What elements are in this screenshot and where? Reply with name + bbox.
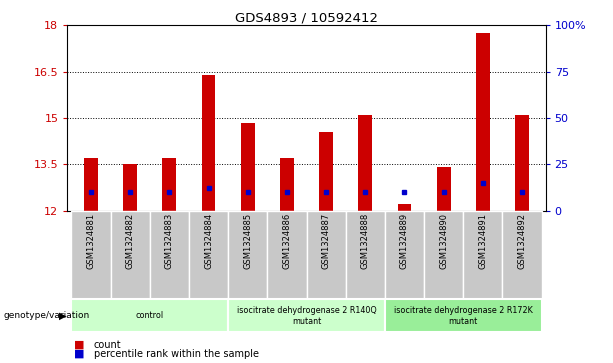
Text: ▶: ▶ [59, 311, 67, 321]
Text: GSM1324889: GSM1324889 [400, 213, 409, 269]
Bar [228, 299, 385, 332]
Bar [306, 211, 346, 299]
Text: GSM1324886: GSM1324886 [283, 213, 291, 269]
Text: control: control [135, 311, 164, 320]
Bar [359, 115, 372, 211]
Bar [189, 211, 228, 299]
Bar [398, 204, 411, 211]
Bar [71, 299, 228, 332]
Text: GSM1324891: GSM1324891 [478, 213, 487, 269]
Text: GSM1324892: GSM1324892 [517, 213, 527, 269]
Bar [437, 167, 451, 211]
Bar [476, 33, 490, 211]
Text: GSM1324882: GSM1324882 [126, 213, 135, 269]
Text: GSM1324881: GSM1324881 [86, 213, 96, 269]
Title: GDS4893 / 10592412: GDS4893 / 10592412 [235, 11, 378, 24]
Text: isocitrate dehydrogenase 2 R140Q
mutant: isocitrate dehydrogenase 2 R140Q mutant [237, 306, 376, 326]
Text: count: count [94, 340, 121, 350]
Text: GSM1324888: GSM1324888 [361, 213, 370, 269]
Text: GSM1324887: GSM1324887 [322, 213, 330, 269]
Bar [202, 75, 215, 211]
Bar [71, 211, 110, 299]
Bar [84, 158, 98, 211]
Text: isocitrate dehydrogenase 2 R172K
mutant: isocitrate dehydrogenase 2 R172K mutant [394, 306, 533, 326]
Text: genotype/variation: genotype/variation [3, 311, 89, 320]
Text: GSM1324890: GSM1324890 [439, 213, 448, 269]
Bar [241, 123, 254, 211]
Bar [267, 211, 306, 299]
Bar [110, 211, 150, 299]
Bar [346, 211, 385, 299]
Bar [463, 211, 503, 299]
Bar [150, 211, 189, 299]
Bar [123, 164, 137, 211]
Bar [162, 158, 176, 211]
Bar [515, 115, 529, 211]
Bar [385, 299, 542, 332]
Bar [503, 211, 542, 299]
Text: GSM1324883: GSM1324883 [165, 213, 174, 269]
Bar [319, 132, 333, 211]
Text: ■: ■ [74, 340, 84, 350]
Bar [228, 211, 267, 299]
Bar [385, 211, 424, 299]
Bar [280, 158, 294, 211]
Text: ■: ■ [74, 348, 84, 359]
Bar [424, 211, 463, 299]
Text: GSM1324884: GSM1324884 [204, 213, 213, 269]
Text: GSM1324885: GSM1324885 [243, 213, 252, 269]
Text: percentile rank within the sample: percentile rank within the sample [94, 348, 259, 359]
